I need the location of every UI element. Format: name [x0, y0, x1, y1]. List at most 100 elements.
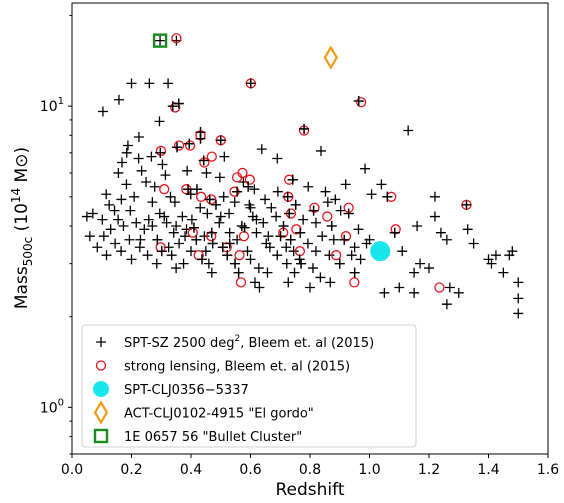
- data-point-plus: [258, 217, 269, 228]
- data-point-plus-overlay: [243, 181, 254, 192]
- data-point-plus: [403, 125, 414, 136]
- data-point-circle-open: [234, 250, 245, 261]
- data-point-plus: [157, 159, 168, 170]
- data-point-plus: [242, 246, 253, 257]
- data-point-plus: [84, 231, 95, 242]
- data-point-plus-overlay: [156, 246, 167, 257]
- data-point-circle-open: [309, 202, 320, 213]
- data-point-plus: [245, 202, 256, 213]
- data-point-plus: [215, 211, 226, 222]
- data-point-plus: [310, 217, 321, 228]
- legend-label: SPT-SZ 2500 deg2, Bleem et. al (2015): [124, 334, 374, 351]
- data-point-circle-open: [159, 184, 170, 195]
- y-axis-label: Mass500c (1014 M⊙): [9, 147, 35, 309]
- data-point-plus: [171, 263, 182, 274]
- data-point-plus: [169, 197, 180, 208]
- data-point-plus: [177, 211, 188, 222]
- legend-marker-plus: [96, 337, 106, 347]
- data-point-plus: [147, 221, 158, 231]
- data-point-plus: [154, 116, 165, 127]
- legend-label: SPT-CLJ0356−5337: [124, 383, 249, 398]
- data-point-plus: [87, 208, 98, 219]
- data-point-plus: [490, 250, 501, 261]
- data-point-plus-overlay: [207, 238, 218, 249]
- data-point-plus: [146, 151, 157, 162]
- data-point-plus: [203, 258, 214, 269]
- data-point-plus: [200, 246, 211, 257]
- data-point-plus: [409, 287, 420, 298]
- data-point-plus: [147, 197, 158, 208]
- data-point-plus-overlay: [204, 194, 215, 205]
- data-point-plus: [206, 267, 217, 278]
- x-tick-label: 0.2: [120, 462, 142, 478]
- data-point-circle-open: [231, 172, 243, 183]
- data-point-plus: [330, 194, 341, 205]
- data-point-plus: [453, 287, 464, 298]
- data-point-plus: [303, 181, 314, 192]
- data-point-plus: [161, 217, 172, 228]
- data-point-plus: [409, 267, 420, 278]
- data-point-plus: [151, 258, 162, 269]
- legend-label: 1E 0657 56 "Bullet Cluster": [124, 430, 302, 445]
- data-point-plus: [262, 267, 273, 278]
- data-point-plus: [133, 153, 144, 164]
- data-point-plus-overlay: [172, 142, 183, 153]
- data-point-plus: [249, 184, 260, 195]
- data-point-plus: [114, 94, 125, 105]
- data-point-plus: [118, 221, 129, 231]
- data-point-circle-open: [206, 151, 217, 162]
- data-point-plus: [155, 35, 166, 46]
- x-tick-label: 1.0: [358, 462, 380, 478]
- data-point-plus: [328, 234, 339, 245]
- data-point-plus-overlay: [290, 199, 301, 210]
- data-point-plus: [113, 214, 124, 225]
- data-point-plus-overlay: [210, 199, 221, 210]
- data-point-plus: [441, 234, 452, 245]
- legend-label: strong lensing, Bleem et. al (2015): [124, 360, 350, 375]
- data-point-plus-overlay: [188, 222, 199, 233]
- data-point-plus: [281, 258, 292, 269]
- data-point-plus: [219, 151, 230, 162]
- data-point-plus-overlay: [339, 234, 350, 245]
- legend-marker-diamond-open: [93, 400, 109, 425]
- data-point-plus: [97, 106, 108, 117]
- x-tick-label: 0.0: [61, 462, 83, 478]
- data-point-circle-open: [195, 191, 207, 202]
- data-point-plus: [124, 234, 135, 245]
- data-point-plus: [238, 176, 249, 187]
- data-point-plus-overlay: [191, 234, 202, 245]
- data-point-plus: [244, 199, 255, 210]
- data-point-plus-overlay: [278, 221, 289, 231]
- data-point-plus: [129, 191, 140, 202]
- data-point-plus: [254, 282, 265, 293]
- data-point-plus: [325, 277, 336, 288]
- data-point-plus: [307, 263, 318, 274]
- data-point-plus: [498, 267, 509, 278]
- data-point-plus: [310, 246, 321, 257]
- data-point-plus: [397, 246, 408, 257]
- data-point-plus: [98, 231, 109, 242]
- data-point-plus: [315, 272, 326, 283]
- data-point-plus: [281, 242, 292, 253]
- data-point-plus: [361, 238, 372, 249]
- data-point-plus: [353, 224, 364, 235]
- data-point-plus: [272, 250, 283, 261]
- data-point-plus: [320, 186, 331, 197]
- data-point-plus-overlay: [334, 258, 345, 269]
- data-point-plus: [260, 194, 271, 205]
- x-tick-label: 0.6: [239, 462, 261, 478]
- data-point-plus-overlay: [239, 222, 250, 233]
- data-point-plus: [113, 167, 124, 178]
- data-point-plus-overlay: [461, 199, 472, 210]
- data-point-plus-overlay: [284, 208, 295, 219]
- data-point-plus: [283, 277, 294, 288]
- data-point-plus: [324, 250, 335, 261]
- data-point-plus: [92, 242, 103, 253]
- data-point-plus: [340, 179, 351, 190]
- data-point-square-open: [152, 33, 168, 48]
- x-tick-label: 0.4: [180, 462, 202, 478]
- data-point-plus-overlay: [299, 123, 310, 134]
- data-point-plus: [131, 217, 142, 228]
- data-point-plus: [186, 214, 197, 225]
